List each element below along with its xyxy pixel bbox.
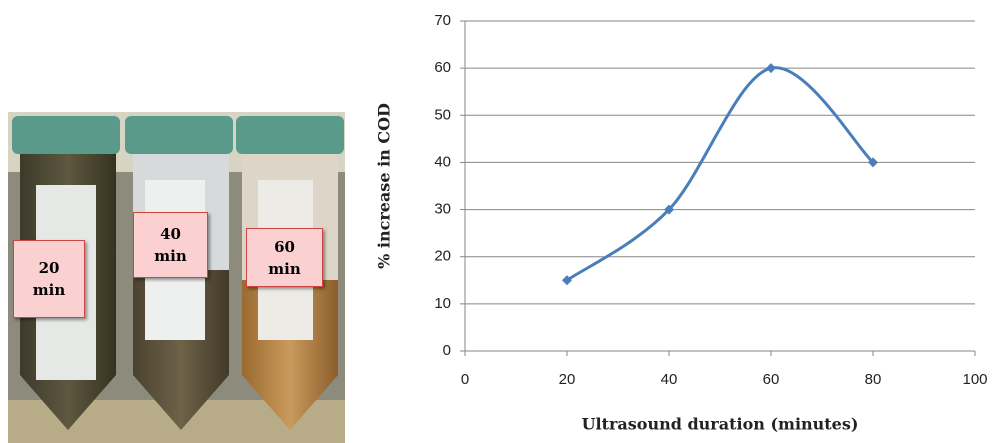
marker <box>868 157 878 168</box>
x-tick-label: 0 <box>461 371 469 388</box>
x-tick-label: 80 <box>865 371 882 388</box>
x-tick-label: 40 <box>661 371 678 388</box>
y-tick-label: 20 <box>434 248 451 265</box>
photo-label: 20 min <box>13 240 85 318</box>
x-tick-label: 60 <box>763 371 780 388</box>
photo-label: 60 min <box>246 228 323 287</box>
line <box>566 66 875 282</box>
y-tick-label: 60 <box>434 59 451 76</box>
y-tick-label: 40 <box>434 153 451 170</box>
y-tick-label: 50 <box>434 106 451 123</box>
x-axis-title: Ultrasound duration (minutes) <box>582 415 859 434</box>
marker <box>562 275 572 286</box>
marker <box>766 63 776 74</box>
y-axis-title: % increase in COD <box>375 103 394 269</box>
y-tick-label: 30 <box>434 201 451 218</box>
photo-label: 40 min <box>133 212 208 278</box>
y-tick-label: 70 <box>434 12 451 29</box>
marker <box>664 204 674 215</box>
y-tick-label: 0 <box>443 342 451 359</box>
x-tick-label: 100 <box>962 371 987 388</box>
x-tick-label: 20 <box>559 371 576 388</box>
y-tick-label: 10 <box>434 295 451 312</box>
